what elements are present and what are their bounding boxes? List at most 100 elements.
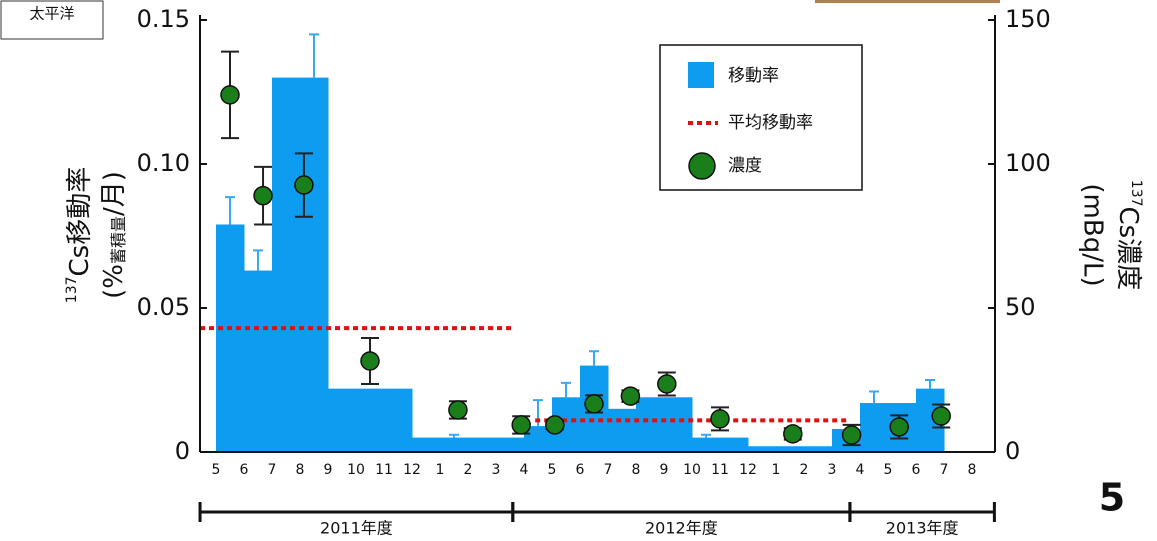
bar [664,397,693,452]
bar [272,77,301,452]
y-label-main: Cs移動率 [65,167,95,277]
bar [300,77,329,452]
dot [584,394,604,414]
dot [220,85,240,105]
bar [608,408,637,452]
bar [440,437,469,452]
bar [776,446,805,452]
x-tick-label: 9 [324,462,333,478]
x-tick-label: 3 [492,462,501,478]
y2-tick-label: 50 [1005,293,1036,321]
page-number: 5 [1099,476,1125,520]
period-label: 2011年度 [320,519,393,538]
x-tick-label: 11 [375,462,393,478]
y2-label-main: Cs濃度 [1114,207,1144,291]
bar [804,446,833,452]
bar-error [869,390,879,404]
x-tick-label: 5 [212,462,221,478]
bar-error [589,350,599,366]
dot [545,415,565,435]
x-tick-label: 2 [800,462,809,478]
x-tick-label: 6 [912,462,921,478]
bar [692,437,721,452]
dot [511,415,531,435]
x-tick-label: 11 [711,462,729,478]
bar [216,224,245,452]
x-tick-label: 5 [884,462,893,478]
period-label: 2013年度 [886,519,959,538]
photo-strip [815,0,1000,3]
y2-label-sup: 137 [1128,180,1144,207]
bar [636,397,665,452]
bar [328,388,357,452]
dot [448,400,468,420]
x-tick-label: 3 [828,462,837,478]
dot [710,409,730,429]
legend-label: 濃度 [728,156,762,176]
period-label: 2012年度 [645,519,718,538]
bar-error [225,196,235,225]
legend-swatch [688,62,714,88]
y2-axis-label: 137Cs濃度 [1114,180,1145,290]
x-tick-label: 8 [296,462,305,478]
legend-label: 平均移動率 [728,113,813,133]
y-tick-label: 0.05 [137,293,190,321]
dot [889,417,909,437]
legend-label: 移動率 [728,66,779,86]
x-tick-label: 4 [520,462,529,478]
x-tick-label: 5 [548,462,557,478]
x-tick-label: 7 [940,462,949,478]
x-tick-label: 10 [683,462,701,478]
bar [356,388,385,452]
period-bracket [848,502,996,522]
y2-axis-unit: (mBq/L) [1078,183,1108,286]
y-label-sup: 137 [64,276,80,303]
bar [496,437,525,452]
x-tick-label: 12 [403,462,421,478]
x-tick-label: 10 [347,462,365,478]
y-unit-open: (% [99,264,129,299]
y-tick-label: 0.15 [137,5,190,33]
x-tick-label: 7 [268,462,277,478]
y2-tick-label: 150 [1005,5,1051,33]
bar-error [561,381,571,398]
x-tick-label: 6 [240,462,249,478]
dot [294,175,314,195]
x-tick-label: 8 [968,462,977,478]
legend-swatch [688,152,716,180]
x-tick-label: 1 [772,462,781,478]
y-tick-label: 0 [175,437,190,465]
dot [841,425,862,445]
y-axis-label: 137Cs移動率 [64,167,95,303]
note: 太平洋 [29,5,74,23]
x-tick-label: 1 [436,462,445,478]
note-box [0,0,104,40]
bar [468,437,497,452]
bar [720,437,749,452]
x-tick-label: 6 [576,462,585,478]
dot [360,351,380,371]
x-tick-label: 4 [856,462,865,478]
dot [931,406,951,426]
x-tick-label: 9 [660,462,669,478]
bar-error [449,433,459,438]
bar-error [925,379,935,389]
y-unit-sub: 蓄積量 [109,216,128,264]
bar [412,437,441,452]
y-tick-label: 0.10 [137,149,190,177]
bar-error [253,249,263,271]
x-tick-label: 2 [464,462,473,478]
bar-error [701,433,711,438]
y2-tick-label: 100 [1005,149,1051,177]
bar [244,270,273,452]
y-unit-close: /月) [99,171,129,216]
x-tick-label: 8 [632,462,641,478]
dot [657,374,677,394]
y2-tick-label: 0 [1005,437,1020,465]
x-tick-label: 7 [604,462,613,478]
dot [620,386,641,406]
bar [860,403,889,452]
bar [384,388,413,452]
